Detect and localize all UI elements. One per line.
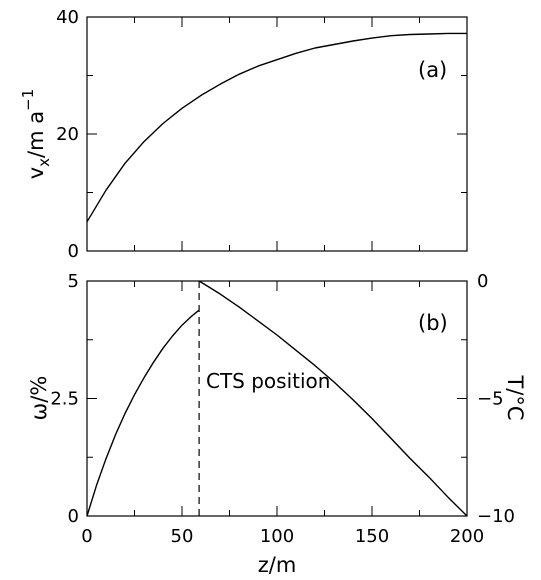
panel-a-tick-labels: 0 20 40 bbox=[56, 7, 79, 262]
panel-b-y-axis-label: ω/% bbox=[27, 376, 51, 421]
panel-a-y-tick-label: 0 bbox=[68, 241, 79, 262]
ylabel-v: v bbox=[24, 167, 48, 179]
temperature-curve bbox=[198, 280, 468, 517]
panel-b-y-tick-label: 2.5 bbox=[50, 389, 79, 410]
ylabel-subscript: x bbox=[35, 158, 53, 167]
velocity-curve bbox=[86, 32, 467, 223]
panel-a-y-tick-label: 20 bbox=[56, 124, 79, 145]
ylabel-superscript: −1 bbox=[19, 89, 37, 111]
panel-b-y2-tick-label: −10 bbox=[477, 506, 515, 527]
panel-b-ticks bbox=[86, 280, 468, 517]
panel-a-series bbox=[86, 32, 467, 223]
ylabel-unit: /m a bbox=[24, 111, 48, 158]
x-tick-label: 100 bbox=[260, 526, 294, 547]
panel-b-series bbox=[86, 280, 468, 517]
cts-position-annotation: CTS position bbox=[206, 369, 330, 393]
x-tick-label: 50 bbox=[171, 526, 194, 547]
panel-a-frame bbox=[86, 16, 468, 252]
panel-a: 0 20 40 (a) vx/m a−1 bbox=[19, 7, 468, 262]
panel-a-y-tick-label: 40 bbox=[56, 7, 79, 28]
panel-a-y-axis-label: vx/m a−1 bbox=[19, 89, 53, 180]
panel-b-y2-axis-label: T/°C bbox=[503, 374, 527, 420]
water-content-curve bbox=[86, 309, 200, 517]
panel-b-y-tick-label: 5 bbox=[68, 271, 79, 292]
panel-b-frame bbox=[86, 280, 468, 517]
panel-b-y2-tick-label: −5 bbox=[477, 389, 504, 410]
panel-a-ticks bbox=[86, 16, 468, 252]
x-axis-label: z/m bbox=[258, 553, 297, 575]
panel-b-y-tick-label: 0 bbox=[68, 506, 79, 527]
panel-a-label: (a) bbox=[418, 58, 447, 82]
x-tick-label: 0 bbox=[81, 526, 92, 547]
panel-b-y2-tick-label: 0 bbox=[477, 271, 488, 292]
x-tick-label: 150 bbox=[355, 526, 389, 547]
panel-b-label: (b) bbox=[418, 311, 448, 335]
x-tick-label: 200 bbox=[450, 526, 484, 547]
